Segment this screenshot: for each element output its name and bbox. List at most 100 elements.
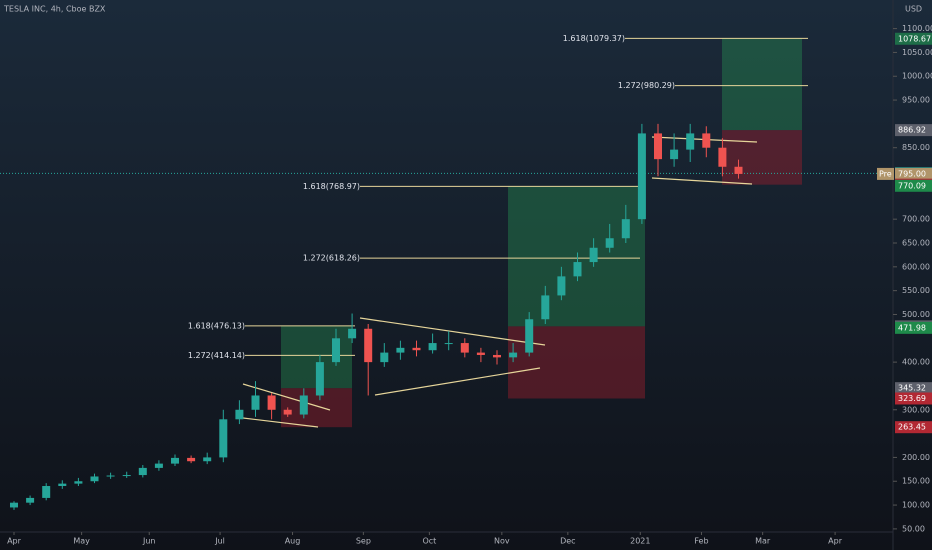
trend-line [242,383,331,411]
price-tag: Pre [879,169,892,178]
candle-body [364,328,373,363]
candle-body [138,467,147,476]
price-label-bg [895,167,932,180]
candle-body [380,352,389,363]
y-tick-label: 650.00 [902,239,930,248]
y-tick-label: 400.00 [902,358,930,367]
candle-body [26,497,35,503]
y-tick-label: 550.00 [902,286,930,295]
loss-zone [722,130,802,185]
candle-body [42,486,51,498]
fib-label: 1.618(476.13) [188,321,245,330]
price-label-bg [895,124,932,137]
x-tick-label: Jul [214,537,225,546]
price-label-bg [895,179,932,192]
x-tick-label: Aug [285,537,301,546]
candle-body [734,166,743,174]
profit-zone [508,186,645,327]
candle-body [396,347,405,353]
currency: USD [905,5,922,14]
candle-body [670,149,679,160]
x-tick-label: Mar [755,537,771,546]
chart-title: TESLA INC, 4h, Cboe BZX [3,5,106,14]
x-tick-label: May [73,537,90,546]
y-tick-label: 1000.00 [902,72,932,81]
profit-zone [722,38,802,131]
price-label-bg [895,32,932,45]
price-label: 471.98 [898,323,926,332]
y-tick-label: 850.00 [902,143,930,152]
candle-body [605,238,614,248]
price-label: 795.00 [898,169,926,178]
price-label: 263.45 [898,423,926,432]
y-tick-label: 500.00 [902,310,930,319]
candle-body [541,295,550,320]
candle-body [74,481,83,484]
y-tick-label: 300.00 [902,405,930,414]
position-tools [281,38,802,428]
trend-line [359,317,546,346]
candle-body [702,133,711,148]
candle-body [348,328,357,339]
fib-label: 1.272(414.14) [188,351,245,360]
candle-body [476,352,485,355]
price-label-bg [895,321,932,334]
candle-body [718,147,727,167]
price-label-bg [895,392,932,405]
candle-body [654,133,662,160]
price-label: 323.69 [898,394,926,403]
x-tick-label: Nov [494,537,510,546]
x-tick-label: Feb [694,537,708,546]
candle-body [412,347,421,351]
candle-body [573,262,582,277]
price-label: 886.92 [898,126,926,135]
candle-body [332,338,340,363]
candle-body [444,343,453,345]
candle-body [686,133,695,150]
x-tick-label: 2021 [630,537,650,546]
candle-body [621,219,630,239]
trend-line [651,177,753,185]
x-tick-label: Apr [7,537,22,546]
y-tick-label: 150.00 [902,477,930,486]
candle-body [122,475,131,477]
y-tick-label: 600.00 [902,262,930,271]
y-tick-label: 1050.00 [902,48,932,57]
candle-body [428,343,437,351]
price-tag-bg [877,167,894,180]
candle-body [315,362,324,396]
price-label-bg [895,421,932,434]
x-tick-label: Jun [142,537,156,546]
x-tick-label: Oct [422,537,436,546]
trend-line [374,367,541,396]
candle-body [235,409,244,420]
candle-body [283,409,292,415]
price-label: 1078.67 [898,34,931,43]
trend-lines [242,136,758,428]
candle-body [299,395,308,415]
x-tick-label: Dec [560,537,575,546]
fib-label: 1.618(768.97) [303,182,360,191]
candle-body [493,354,501,358]
candle-body [58,483,67,487]
candle-body [525,319,534,353]
fib-label: 1.272(980.29) [618,81,675,90]
candle-body [460,343,469,353]
candle-body [187,457,196,462]
price-label: 770.09 [898,181,926,190]
candle-body [90,476,99,482]
x-tick-label: Sep [356,537,371,546]
fib-label: 1.618(1079.37) [563,34,625,43]
price-label-bg [895,382,932,395]
fib-label: 1.272(618.26) [303,254,360,263]
candle-body [171,457,179,464]
y-tick-label: 700.00 [902,215,930,224]
candle-body [509,352,518,358]
y-tick-label: 1100.00 [902,24,932,33]
candle-body [154,463,163,468]
candle-body [557,276,566,296]
candle-body [589,247,598,263]
candle-body [106,475,115,477]
y-tick-label: 100.00 [902,501,930,510]
